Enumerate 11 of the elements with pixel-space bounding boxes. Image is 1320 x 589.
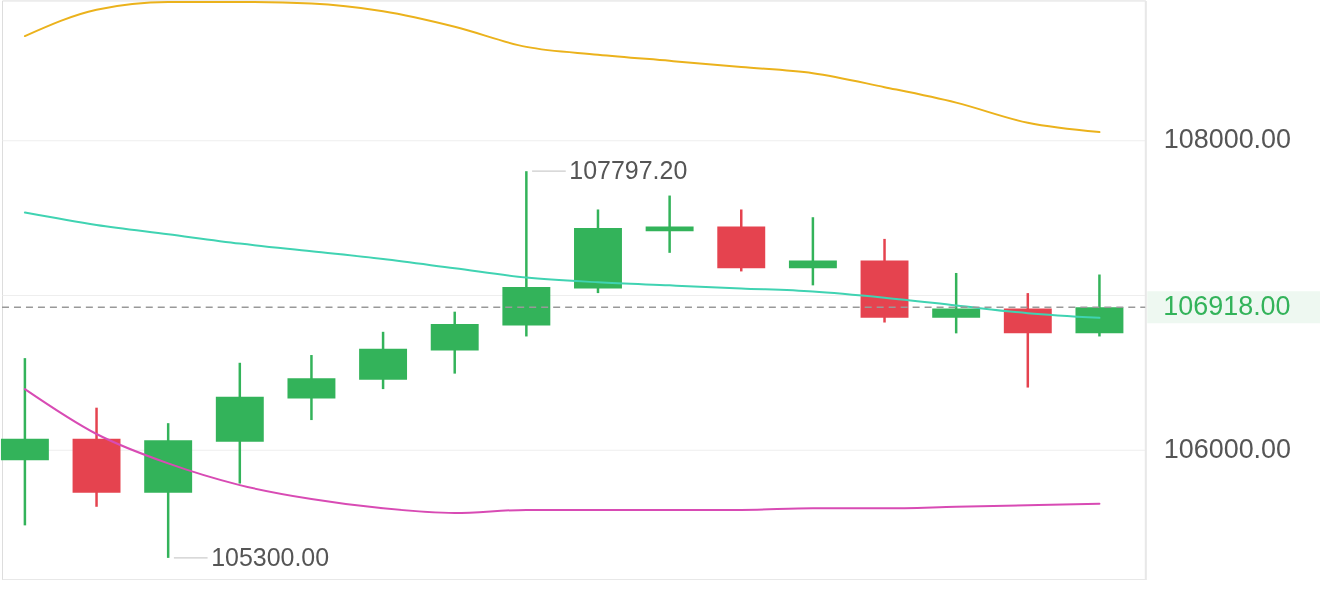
ref-line-label: 106918.00 [1163,291,1291,322]
line-series [23,388,1101,514]
y-tick-label: 106000.00 [1163,433,1292,464]
candlestick [932,271,981,335]
candlestick [788,215,837,287]
line-series [23,211,1101,319]
annotation: 105300.00 [211,542,330,571]
line-series [23,0,1101,134]
candlestick [0,356,49,527]
y-tick-label: 108000.00 [1163,124,1292,155]
annotation: 107797.20 [569,156,688,185]
